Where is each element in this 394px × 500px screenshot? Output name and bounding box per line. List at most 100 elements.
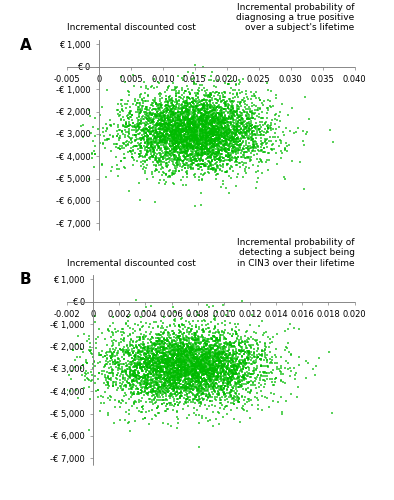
Point <box>196 378 203 386</box>
Point <box>158 120 165 128</box>
Point <box>219 349 226 357</box>
Point <box>184 131 191 139</box>
Point <box>192 333 199 341</box>
Point <box>154 376 161 384</box>
Point <box>253 102 260 110</box>
Point <box>198 109 204 117</box>
Point <box>145 91 151 99</box>
Point <box>282 346 288 354</box>
Point <box>182 130 188 138</box>
Point <box>178 339 185 347</box>
Point <box>216 136 222 143</box>
Point <box>171 336 178 344</box>
Point <box>180 152 186 160</box>
Point <box>230 394 236 402</box>
Point <box>223 102 229 110</box>
Point <box>162 132 169 140</box>
Point <box>95 369 102 377</box>
Point <box>204 101 211 109</box>
Point <box>215 344 221 352</box>
Point <box>216 143 223 151</box>
Point <box>234 380 240 388</box>
Point <box>223 127 229 135</box>
Point <box>198 114 204 122</box>
Point <box>192 366 198 374</box>
Point <box>181 348 188 356</box>
Point <box>119 380 125 388</box>
Point <box>247 344 254 351</box>
Point <box>199 122 205 130</box>
Point <box>208 158 215 166</box>
Point <box>264 156 270 164</box>
Point <box>170 126 176 134</box>
Point <box>244 122 251 130</box>
Point <box>140 372 147 380</box>
Point <box>193 92 199 100</box>
Point <box>165 342 171 350</box>
Point <box>206 130 213 138</box>
Point <box>205 374 211 382</box>
Point <box>238 360 245 368</box>
Point <box>232 140 238 147</box>
Point <box>182 370 188 378</box>
Point <box>177 358 184 366</box>
Point <box>143 108 149 116</box>
Point <box>165 116 172 124</box>
Point <box>242 340 248 347</box>
Point <box>234 376 240 384</box>
Point <box>222 396 229 404</box>
Point <box>162 180 168 188</box>
Point <box>176 366 182 374</box>
Point <box>169 358 175 366</box>
Point <box>201 122 207 130</box>
Point <box>201 170 207 177</box>
Point <box>198 348 204 356</box>
Point <box>175 126 182 134</box>
Point <box>259 142 265 150</box>
Point <box>130 349 136 357</box>
Point <box>260 376 266 384</box>
Point <box>180 376 186 384</box>
Point <box>171 169 178 177</box>
Point <box>206 365 213 373</box>
Point <box>178 354 184 362</box>
Point <box>162 356 169 364</box>
Point <box>154 366 160 374</box>
Point <box>198 154 204 162</box>
Point <box>154 396 160 404</box>
Point <box>157 122 164 130</box>
Point <box>163 150 169 158</box>
Point <box>200 134 206 141</box>
Point <box>118 328 124 336</box>
Point <box>102 372 109 380</box>
Point <box>226 140 232 148</box>
Point <box>199 374 205 382</box>
Point <box>156 179 162 187</box>
Point <box>188 370 194 378</box>
Point <box>156 360 162 368</box>
Point <box>160 337 166 345</box>
Point <box>219 393 225 401</box>
Point <box>142 144 148 152</box>
Point <box>195 370 201 378</box>
Point <box>249 102 256 110</box>
Point <box>185 113 191 121</box>
Point <box>238 88 245 96</box>
Point <box>203 140 209 147</box>
Point <box>262 148 268 156</box>
Point <box>180 339 187 347</box>
Point <box>208 378 214 386</box>
Point <box>216 328 222 336</box>
Point <box>234 134 240 142</box>
Point <box>162 98 168 106</box>
Point <box>253 356 259 364</box>
Point <box>141 158 148 166</box>
Point <box>176 150 182 158</box>
Point <box>242 128 248 136</box>
Point <box>92 132 98 140</box>
Point <box>75 394 81 402</box>
Point <box>132 350 138 358</box>
Point <box>154 367 161 375</box>
Point <box>173 366 179 374</box>
Point <box>190 348 196 356</box>
